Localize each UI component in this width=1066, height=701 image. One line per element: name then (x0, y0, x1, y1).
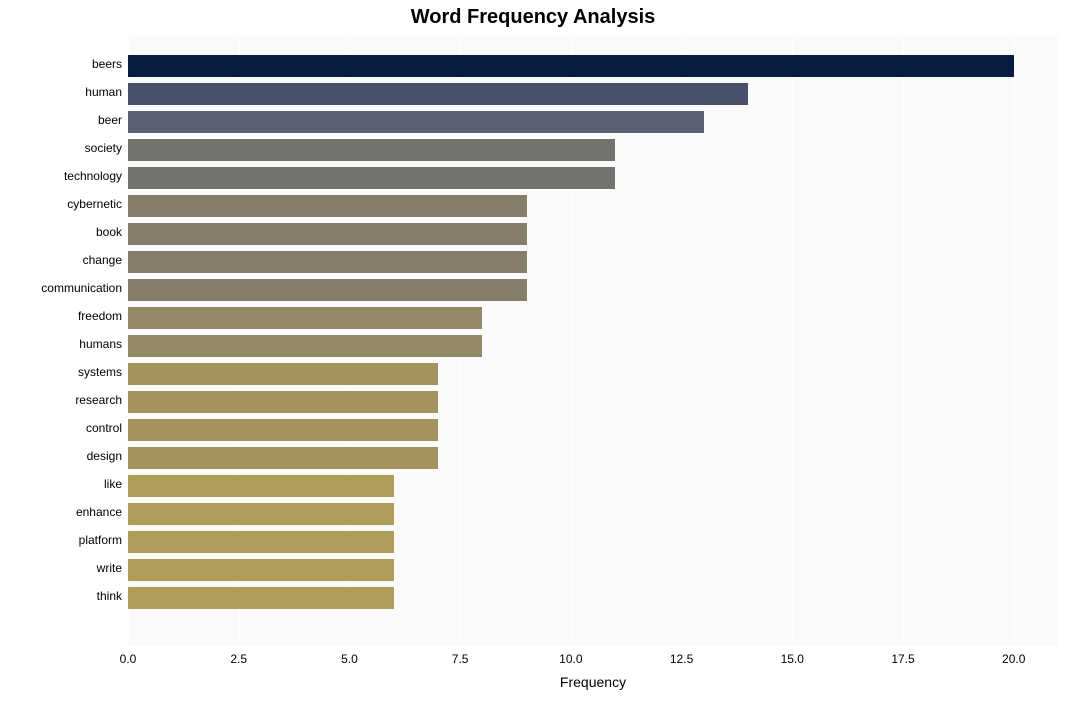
y-tick-label: research (0, 393, 122, 407)
bar (128, 223, 527, 245)
x-axis-title: Frequency (128, 674, 1058, 690)
bar (128, 363, 438, 385)
bar (128, 55, 1014, 77)
x-tick-label: 12.5 (670, 652, 693, 666)
y-tick-label: control (0, 421, 122, 435)
y-tick-label: systems (0, 365, 122, 379)
x-tick-label: 17.5 (891, 652, 914, 666)
bar (128, 587, 394, 609)
x-tick-label: 0.0 (120, 652, 137, 666)
y-axis-labels: beers human beer society technology cyberneti… (0, 36, 128, 646)
bar (128, 503, 394, 525)
bar (128, 335, 482, 357)
x-tick-label: 20.0 (1002, 652, 1025, 666)
y-tick-label: communication (0, 281, 122, 295)
x-tick-label: 10.0 (559, 652, 582, 666)
bar (128, 279, 527, 301)
plot-area (128, 36, 1058, 646)
bar (128, 559, 394, 581)
y-tick-label: freedom (0, 309, 122, 323)
y-tick-label: write (0, 561, 122, 575)
x-tick-label: 15.0 (781, 652, 804, 666)
bar (128, 251, 527, 273)
chart-title: Word Frequency Analysis (0, 6, 1066, 29)
y-tick-label: beers (0, 57, 122, 71)
x-axis-tick-labels: 0.02.55.07.510.012.515.017.520.0 (128, 652, 1058, 672)
y-tick-label: book (0, 225, 122, 239)
x-tick-label: 7.5 (452, 652, 469, 666)
bar (128, 111, 704, 133)
y-tick-label: beer (0, 113, 122, 127)
x-tick-label: 2.5 (230, 652, 247, 666)
y-tick-label: change (0, 253, 122, 267)
y-tick-label: human (0, 85, 122, 99)
bar (128, 391, 438, 413)
bar (128, 139, 615, 161)
y-tick-label: humans (0, 337, 122, 351)
y-tick-label: platform (0, 533, 122, 547)
bar (128, 531, 394, 553)
bar (128, 167, 615, 189)
y-tick-label: enhance (0, 505, 122, 519)
y-tick-label: technology (0, 169, 122, 183)
y-tick-label: society (0, 141, 122, 155)
x-tick-label: 5.0 (341, 652, 358, 666)
y-tick-label: design (0, 449, 122, 463)
chart-container: Word Frequency Analysis beers human beer so… (0, 0, 1066, 701)
bars (128, 36, 1058, 646)
bar (128, 475, 394, 497)
bar (128, 195, 527, 217)
bar (128, 307, 482, 329)
y-tick-label: think (0, 589, 122, 603)
bar (128, 419, 438, 441)
bar (128, 447, 438, 469)
y-tick-label: like (0, 477, 122, 491)
bar (128, 83, 748, 105)
y-tick-label: cybernetic (0, 197, 122, 211)
